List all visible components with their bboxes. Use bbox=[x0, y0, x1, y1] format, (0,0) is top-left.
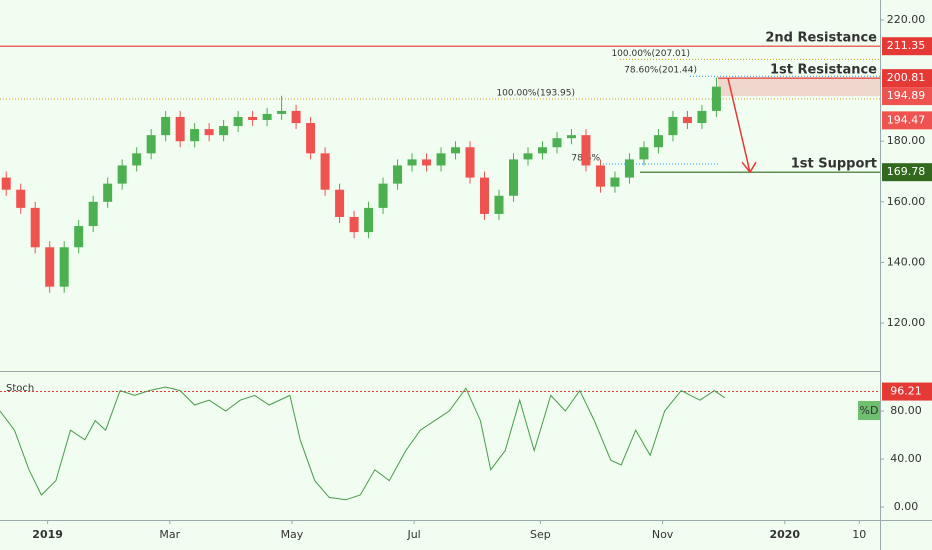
candle-body bbox=[668, 116, 678, 136]
level-price-box bbox=[882, 37, 932, 56]
candle-body bbox=[566, 135, 576, 139]
candle-body bbox=[639, 147, 649, 160]
candle-body bbox=[378, 183, 388, 208]
candle-body bbox=[335, 189, 345, 217]
candle-body bbox=[552, 138, 562, 148]
candle-body bbox=[364, 207, 374, 233]
projection-arrow bbox=[727, 77, 757, 174]
stoch-y-tick-label: 40.00 bbox=[890, 452, 922, 465]
candle-body bbox=[146, 135, 156, 154]
candle-body bbox=[465, 147, 475, 178]
level-price-box bbox=[882, 69, 932, 88]
stoch-level-box bbox=[882, 382, 932, 401]
zone-price-box bbox=[882, 87, 932, 106]
level-price: 211.35 bbox=[887, 39, 926, 52]
y-tick-label: 160.00 bbox=[887, 195, 926, 208]
candle-body bbox=[45, 247, 55, 287]
candle-body bbox=[407, 159, 417, 166]
x-tick-label: Nov bbox=[652, 528, 674, 541]
candle-body bbox=[16, 189, 26, 208]
candle-body bbox=[581, 135, 591, 166]
candle-body bbox=[219, 126, 229, 136]
x-tick-label: May bbox=[281, 528, 304, 541]
zone-price: 194.89 bbox=[887, 89, 926, 102]
level-price-box bbox=[882, 163, 932, 182]
candle-body bbox=[509, 159, 519, 196]
candle-body bbox=[653, 135, 663, 148]
candle-body bbox=[262, 113, 272, 120]
x-tick-label: 10 bbox=[852, 528, 866, 541]
fib-label: 100.00%(207.01) bbox=[611, 49, 690, 59]
resistance-zone bbox=[718, 78, 880, 97]
candle-body bbox=[306, 123, 316, 154]
candle-body bbox=[624, 159, 634, 178]
candle-body bbox=[132, 153, 142, 166]
candle-body bbox=[436, 153, 446, 166]
candle-body bbox=[711, 86, 721, 111]
candle-body bbox=[393, 165, 403, 184]
stoch-y-tick-label: 0.00 bbox=[894, 500, 919, 513]
y-tick-label: 140.00 bbox=[887, 255, 926, 268]
fib-label: 100.00%(193.95) bbox=[496, 88, 575, 98]
candle-body bbox=[320, 153, 330, 190]
candle-body bbox=[291, 110, 301, 124]
x-tick-label: Sep bbox=[530, 528, 551, 541]
candle-body bbox=[248, 116, 258, 120]
level-price: 169.78 bbox=[887, 165, 926, 178]
candle-body bbox=[161, 116, 171, 136]
x-tick-label: Jul bbox=[406, 528, 420, 541]
zone-price: 194.47 bbox=[887, 113, 926, 126]
x-tick-label: 2019 bbox=[32, 528, 63, 541]
stoch-line bbox=[0, 386, 725, 501]
y-tick-label: 180.00 bbox=[887, 134, 926, 147]
candle-body bbox=[103, 183, 113, 202]
candle-body bbox=[175, 116, 185, 142]
candle-body bbox=[422, 159, 432, 166]
candle-body bbox=[1, 177, 11, 190]
candle-body bbox=[349, 216, 359, 233]
stoch-level-label: 96.21 bbox=[890, 385, 922, 398]
candle-body bbox=[610, 177, 620, 187]
level-name: 1st Resistance bbox=[770, 63, 877, 78]
candle-body bbox=[204, 129, 214, 136]
stoch-y-tick-label: 80.00 bbox=[890, 404, 922, 417]
y-tick-label: 220.00 bbox=[887, 13, 926, 26]
candle-body bbox=[59, 247, 69, 287]
fib-label: 78.60%(201.44) bbox=[624, 66, 697, 76]
stoch-title: Stoch bbox=[6, 383, 34, 394]
stoch-legend: %D bbox=[860, 404, 879, 417]
candle-body bbox=[480, 177, 490, 214]
candle-body bbox=[233, 116, 243, 127]
candle-body bbox=[88, 201, 98, 227]
level-name: 2nd Resistance bbox=[765, 31, 877, 46]
candle-body bbox=[190, 129, 200, 142]
candle-body bbox=[682, 116, 692, 124]
x-tick-label: 2020 bbox=[769, 528, 800, 541]
stoch-legend-box bbox=[858, 401, 880, 420]
candle-body bbox=[697, 110, 707, 124]
candle-body bbox=[117, 165, 127, 184]
level-price: 200.81 bbox=[887, 71, 926, 84]
candle-body bbox=[523, 153, 533, 160]
level-name: 1st Support bbox=[791, 157, 877, 172]
zone-price-box bbox=[882, 111, 932, 130]
candle-body bbox=[451, 147, 461, 154]
y-tick-label: 120.00 bbox=[887, 316, 926, 329]
candle-body bbox=[74, 226, 84, 248]
x-tick-label: Mar bbox=[159, 528, 180, 541]
candle-body bbox=[30, 207, 40, 248]
candle-body bbox=[537, 147, 547, 154]
candle-body bbox=[494, 195, 504, 214]
candle-body bbox=[595, 165, 605, 187]
candle-body bbox=[277, 110, 287, 114]
